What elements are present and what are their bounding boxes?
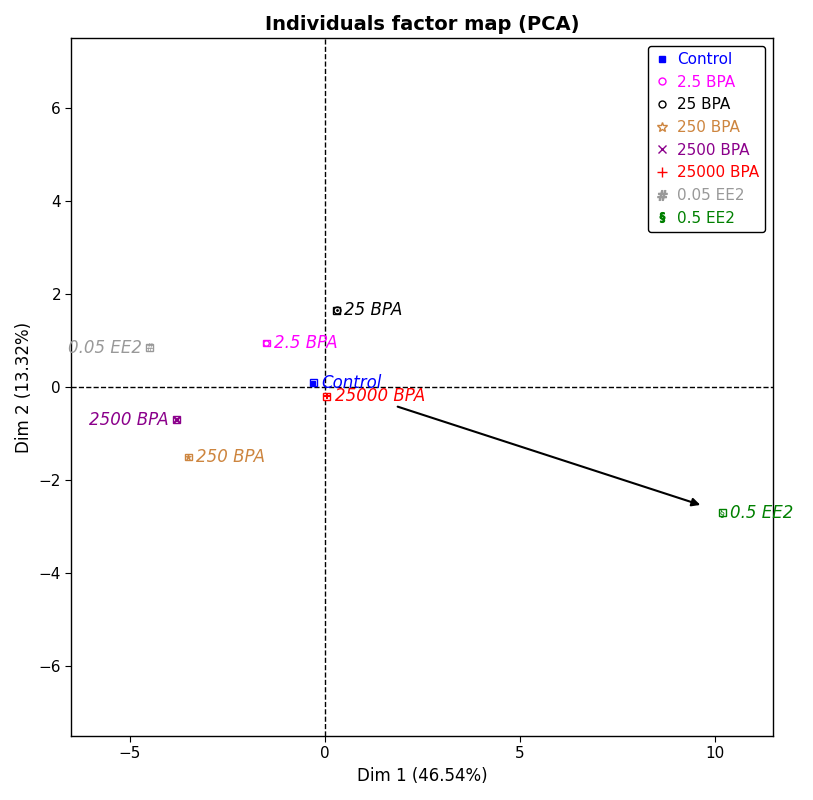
Text: 2500 BPA: 2500 BPA [89,410,169,429]
Text: 0.05 EE2: 0.05 EE2 [67,338,141,357]
Text: 25000 BPA: 25000 BPA [335,387,425,406]
Bar [185,454,192,460]
Bar [310,379,316,386]
Bar [263,340,270,346]
Text: #: # [146,342,154,353]
Text: §: § [720,508,725,518]
Text: Control: Control [321,374,381,391]
Bar [146,344,153,351]
Text: 0.5 EE2: 0.5 EE2 [730,504,793,522]
Bar [173,416,180,423]
Legend: Control, 2.5 BPA, 25 BPA, 250 BPA, 2500 BPA, 25000 BPA, 0.05 EE2, 0.5 EE2: Control, 2.5 BPA, 25 BPA, 250 BPA, 2500 … [648,46,766,232]
X-axis label: Dim 1 (46.54%): Dim 1 (46.54%) [357,767,488,785]
Text: 250 BPA: 250 BPA [196,448,265,466]
Text: 25 BPA: 25 BPA [345,302,402,319]
Bar [333,307,340,314]
Title: Individuals factor map (PCA): Individuals factor map (PCA) [265,15,580,34]
Y-axis label: Dim 2 (13.32%): Dim 2 (13.32%) [15,322,33,453]
Bar [324,393,330,400]
Bar [719,510,726,516]
Text: 2.5 BPA: 2.5 BPA [274,334,337,352]
